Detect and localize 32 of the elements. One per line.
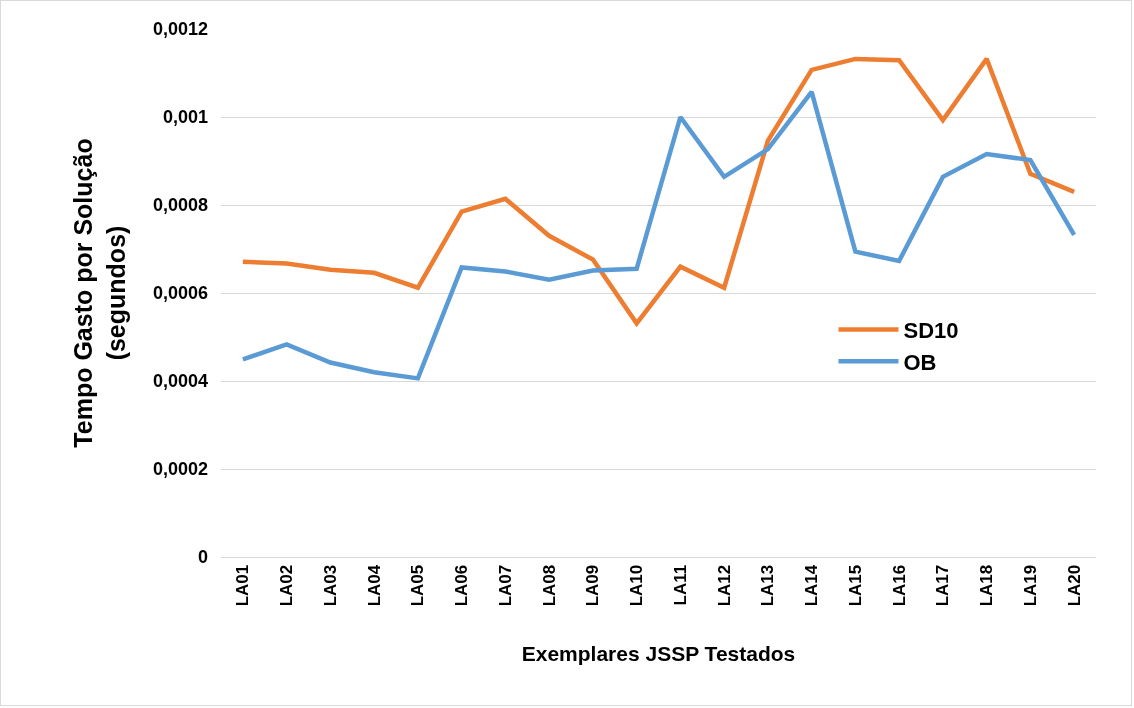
x-axis-title: Exemplares JSSP Testados — [521, 641, 796, 665]
y-tick-label: 0,0002 — [152, 459, 208, 480]
x-tick-label: LA20 — [1064, 564, 1084, 607]
legend-label: OB — [903, 349, 937, 375]
y-tick-label: 0,0012 — [152, 19, 208, 40]
x-tick-label: LA13 — [758, 564, 778, 607]
x-tick-label: LA15 — [845, 564, 865, 607]
legend-label: SD10 — [903, 318, 959, 344]
x-tick-label: LA06 — [452, 564, 472, 607]
x-tick-label: LA18 — [977, 564, 997, 607]
x-tick-label: LA12 — [714, 564, 734, 607]
x-tick-label: LA03 — [320, 564, 340, 607]
y-tick-label: 0,0008 — [152, 195, 208, 216]
x-tick-label: LA14 — [802, 564, 822, 607]
x-tick-label: LA10 — [627, 564, 647, 607]
y-tick-label: 0,0006 — [152, 283, 208, 304]
y-tick-label: 0,0004 — [152, 371, 208, 392]
x-tick-label: LA07 — [495, 564, 515, 607]
x-tick-label: LA02 — [277, 564, 297, 607]
x-tick-label: LA08 — [539, 564, 559, 607]
y-tick-label: 0,001 — [162, 107, 208, 128]
x-tick-label: LA11 — [670, 564, 690, 606]
x-tick-label: LA01 — [233, 564, 253, 607]
x-tick-label: LA16 — [889, 564, 909, 607]
x-tick-label: LA19 — [1020, 564, 1040, 607]
x-tick-label: LA05 — [408, 564, 428, 607]
x-tick-label: LA09 — [583, 564, 603, 607]
x-tick-label: LA04 — [364, 564, 384, 607]
line-series — [240, 89, 1077, 381]
y-tick-label: 0 — [197, 547, 208, 568]
x-tick-label: LA17 — [933, 564, 953, 607]
y-axis-title: Tempo Gasto por Solução (segundos) — [69, 138, 130, 448]
